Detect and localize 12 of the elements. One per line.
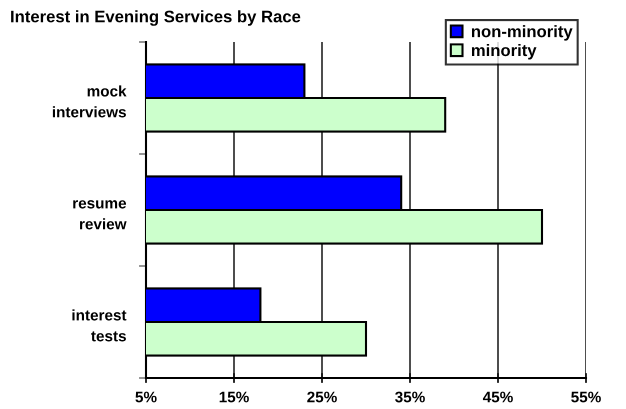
y-tick-label: interest tests bbox=[72, 309, 126, 342]
y-tick-label: mock interviews bbox=[52, 85, 127, 118]
x-tick-label: 45% bbox=[482, 392, 513, 402]
x-tick-label: 15% bbox=[220, 392, 249, 402]
x-tick-label: 35% bbox=[395, 392, 425, 402]
x-tick-label: 5% bbox=[135, 392, 157, 402]
y-tick-label: resume review bbox=[73, 200, 127, 230]
x-tick-label: 55% bbox=[571, 392, 601, 402]
x-tick-label: 25% bbox=[307, 392, 337, 402]
chart-title: Interest in Evening Services by Race bbox=[11, 10, 300, 26]
legend-label: non-minority bbox=[472, 25, 573, 41]
legend-label: minority bbox=[472, 44, 536, 60]
